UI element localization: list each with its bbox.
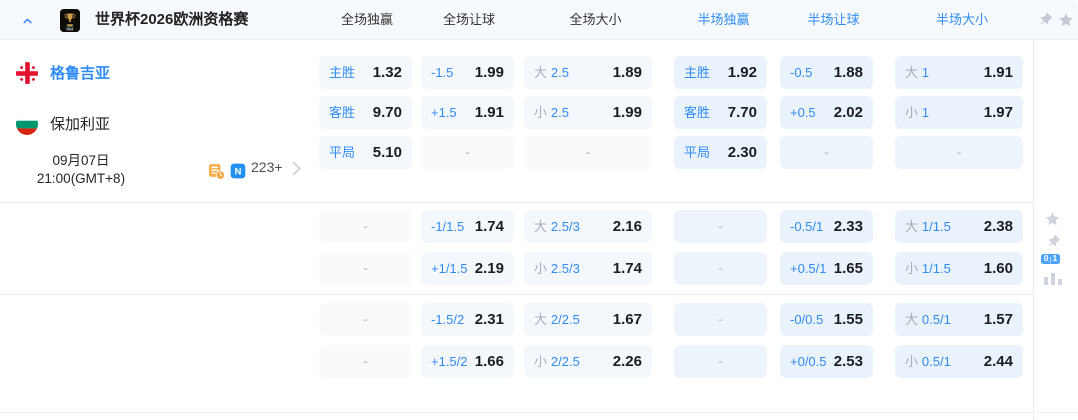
svg-text:N: N — [235, 167, 242, 177]
svg-text:FIFA: FIFA — [67, 28, 75, 32]
